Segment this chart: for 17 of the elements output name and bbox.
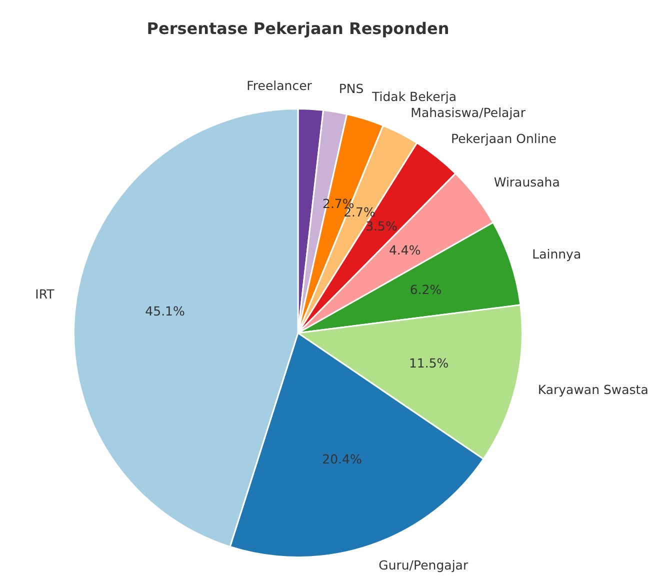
slice-label: PNS xyxy=(338,80,364,96)
slice-label: Tidak Bekerja xyxy=(371,88,457,104)
data-label: 4.4% xyxy=(388,242,421,258)
data-label: 45.1% xyxy=(145,304,186,319)
data-label: 6.2% xyxy=(410,282,442,297)
chart-title: Persentase Pekerjaan Responden xyxy=(146,19,450,38)
slice-label: Karyawan Swasta xyxy=(538,382,648,397)
slice-label: Wirausaha xyxy=(494,174,560,190)
slice-label: Lainnya xyxy=(532,246,582,262)
slice-label: Guru/Pengajar xyxy=(378,557,469,572)
data-label: 11.5% xyxy=(408,356,449,371)
slice-label: Freelancer xyxy=(246,78,313,93)
data-label: 3.5% xyxy=(366,218,398,234)
data-label: 20.4% xyxy=(322,451,362,466)
slice-label: Mahasiswa/Pelajar xyxy=(410,104,526,120)
slice-label: IRT xyxy=(35,286,55,302)
slice-label: Pekerjaan Online xyxy=(451,130,557,146)
